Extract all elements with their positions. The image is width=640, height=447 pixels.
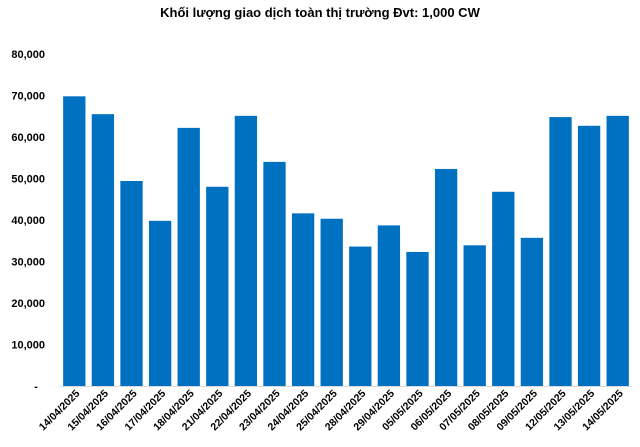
bar — [349, 246, 372, 386]
bar — [148, 220, 172, 386]
bar — [120, 180, 143, 386]
y-tick-label: - — [34, 381, 38, 393]
x-axis-tick-labels: 14/04/202515/04/202516/04/202517/04/2025… — [37, 388, 626, 434]
bar — [434, 168, 458, 386]
y-tick-label: 80,000 — [11, 49, 45, 61]
y-tick-label: 10,000 — [11, 340, 45, 352]
y-tick-label: 70,000 — [11, 91, 45, 103]
bar — [463, 245, 486, 386]
bars-group — [63, 96, 629, 387]
y-tick-label: 60,000 — [11, 132, 45, 144]
bar — [577, 125, 601, 387]
bar — [520, 237, 544, 386]
y-tick-label: 50,000 — [11, 174, 45, 186]
y-axis-tick-labels: - 10,000 20,000 30,000 40,000 50,000 60,000 70,… — [11, 49, 45, 393]
bar — [492, 191, 515, 386]
bar — [606, 115, 629, 387]
bar — [291, 213, 315, 386]
y-tick-label: 20,000 — [11, 298, 45, 310]
bar — [549, 117, 572, 386]
bar — [177, 127, 200, 387]
y-tick-label: 40,000 — [11, 215, 45, 227]
bar — [91, 114, 115, 387]
y-tick-label: 30,000 — [11, 257, 45, 269]
bar — [63, 96, 86, 386]
bar — [406, 251, 429, 386]
bar — [377, 225, 401, 386]
bar — [320, 218, 343, 386]
bar — [206, 186, 229, 386]
chart-title: Khối lượng giao dịch toàn thị trường Đvt… — [160, 5, 480, 20]
bar — [234, 115, 258, 387]
bar — [263, 161, 286, 386]
